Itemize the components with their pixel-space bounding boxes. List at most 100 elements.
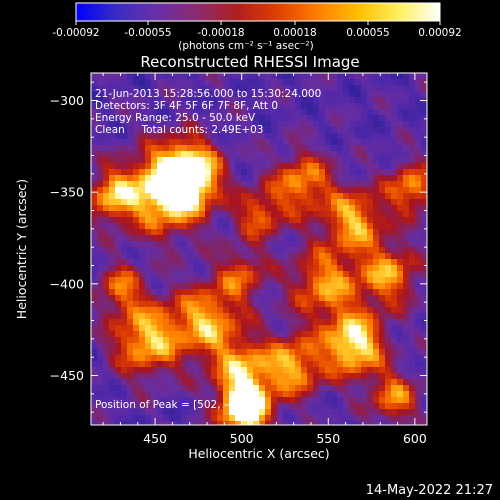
- heatmap-cell: [121, 301, 127, 307]
- heatmap-cell: [145, 319, 151, 325]
- heatmap-cell: [343, 199, 349, 205]
- heatmap-cell: [349, 73, 355, 79]
- heatmap-cell: [415, 223, 421, 229]
- heatmap-cell: [343, 241, 349, 247]
- heatmap-cell: [397, 205, 403, 211]
- heatmap-cell: [163, 187, 169, 193]
- heatmap-cell: [301, 355, 307, 361]
- heatmap-cell: [127, 403, 133, 409]
- heatmap-cell: [283, 175, 289, 181]
- heatmap-cell: [343, 265, 349, 271]
- heatmap-cell: [295, 277, 301, 283]
- heatmap-cell: [307, 253, 313, 259]
- heatmap-cell: [127, 187, 133, 193]
- heatmap-cell: [283, 229, 289, 235]
- heatmap-cell: [205, 415, 211, 421]
- heatmap-cell: [319, 115, 325, 121]
- heatmap-cell: [181, 337, 187, 343]
- heatmap-cell: [289, 313, 295, 319]
- heatmap-cell: [367, 271, 373, 277]
- heatmap-cell: [385, 259, 391, 265]
- heatmap-cell: [265, 217, 271, 223]
- heatmap-cell: [241, 181, 247, 187]
- heatmap-cell: [343, 379, 349, 385]
- heatmap-cell: [283, 115, 289, 121]
- heatmap-cell: [97, 229, 103, 235]
- heatmap-cell: [127, 283, 133, 289]
- heatmap-cell: [253, 277, 259, 283]
- heatmap-cell: [385, 409, 391, 415]
- heatmap-cell: [325, 295, 331, 301]
- heatmap-cell: [235, 295, 241, 301]
- heatmap-cell: [103, 403, 109, 409]
- heatmap-cell: [343, 361, 349, 367]
- heatmap-cell: [289, 331, 295, 337]
- heatmap-cell: [145, 151, 151, 157]
- heatmap-cell: [211, 121, 217, 127]
- heatmap-cell: [217, 349, 223, 355]
- heatmap-cell: [103, 349, 109, 355]
- heatmap-cell: [361, 343, 367, 349]
- heatmap-cell: [295, 235, 301, 241]
- heatmap-cell: [421, 205, 427, 211]
- heatmap-cell: [295, 223, 301, 229]
- heatmap-cell: [109, 91, 115, 97]
- heatmap-cell: [325, 277, 331, 283]
- heatmap-cell: [91, 349, 97, 355]
- heatmap-cell: [109, 421, 115, 425]
- heatmap-cell: [97, 325, 103, 331]
- heatmap-cell: [397, 415, 403, 421]
- heatmap-cell: [193, 373, 199, 379]
- heatmap-cell: [133, 139, 139, 145]
- heatmap-cell: [253, 109, 259, 115]
- heatmap-cell: [307, 259, 313, 265]
- heatmap-cell: [157, 289, 163, 295]
- heatmap-cell: [379, 271, 385, 277]
- heatmap-cell: [211, 343, 217, 349]
- heatmap-cell: [421, 331, 427, 337]
- heatmap-cell: [211, 367, 217, 373]
- heatmap-cell: [175, 283, 181, 289]
- heatmap-cell: [421, 73, 427, 79]
- heatmap-cell: [301, 133, 307, 139]
- heatmap-cell: [235, 379, 241, 385]
- heatmap-cell: [145, 139, 151, 145]
- heatmap-cell: [175, 307, 181, 313]
- heatmap-cell: [415, 79, 421, 85]
- heatmap-cell: [271, 283, 277, 289]
- heatmap-cell: [229, 109, 235, 115]
- heatmap-cell: [259, 259, 265, 265]
- heatmap-cell: [97, 259, 103, 265]
- heatmap-cell: [265, 265, 271, 271]
- heatmap-cell: [295, 289, 301, 295]
- heatmap-cell: [223, 121, 229, 127]
- heatmap-cell: [121, 229, 127, 235]
- heatmap-cell: [259, 289, 265, 295]
- heatmap-cell: [151, 235, 157, 241]
- heatmap-cell: [211, 247, 217, 253]
- heatmap-cell: [103, 385, 109, 391]
- heatmap-cell: [331, 253, 337, 259]
- heatmap-cell: [325, 367, 331, 373]
- heatmap-cell: [109, 337, 115, 343]
- heatmap-cell: [373, 403, 379, 409]
- heatmap-cell: [301, 97, 307, 103]
- heatmap-cell: [271, 223, 277, 229]
- heatmap-cell: [109, 121, 115, 127]
- heatmap-cell: [241, 409, 247, 415]
- heatmap-cell: [205, 253, 211, 259]
- heatmap-cell: [421, 271, 427, 277]
- heatmap-cell: [235, 301, 241, 307]
- heatmap-cell: [223, 289, 229, 295]
- heatmap-cell: [229, 235, 235, 241]
- heatmap-cell: [283, 253, 289, 259]
- heatmap-cell: [313, 367, 319, 373]
- heatmap-cell: [121, 223, 127, 229]
- heatmap-cell: [307, 313, 313, 319]
- heatmap-cell: [211, 103, 217, 109]
- heatmap-cell: [331, 349, 337, 355]
- heatmap-cell: [163, 373, 169, 379]
- heatmap-cell: [157, 235, 163, 241]
- heatmap-cell: [235, 391, 241, 397]
- heatmap-cell: [373, 367, 379, 373]
